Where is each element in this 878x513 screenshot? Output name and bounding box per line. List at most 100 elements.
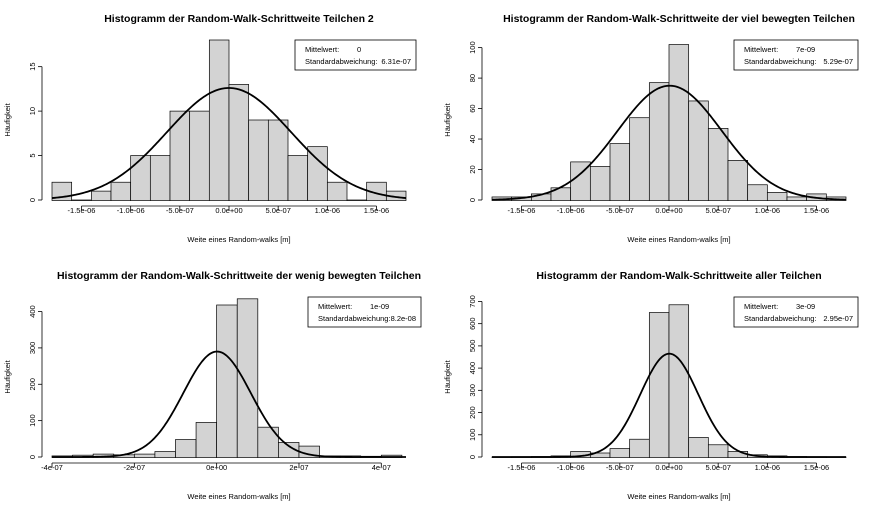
histogram-bar — [786, 196, 808, 201]
y-tick-label: 300 — [28, 342, 37, 355]
x-tick-label: -1.0e-06 — [557, 206, 585, 215]
y-tick-label: 200 — [468, 406, 477, 419]
histogram-bar — [346, 199, 368, 201]
y-tick-label: 5 — [28, 153, 37, 157]
histogram-bar — [130, 155, 151, 201]
y-axis-label: Häufigkeit — [443, 102, 452, 136]
legend-mean-value: 0 — [357, 45, 361, 54]
histogram-bar — [326, 181, 348, 201]
y-tick-label: 100 — [28, 414, 37, 427]
legend-sd-value: 5.29e-07 — [823, 57, 853, 66]
y-tick-label: 0 — [468, 198, 477, 202]
y-tick-label: 10 — [28, 107, 37, 115]
legend-mean-value: 1e-09 — [370, 302, 389, 311]
x-tick-label: 1.0e-06 — [755, 463, 780, 472]
histogram-bar — [629, 438, 650, 458]
legend-mean-label: Mittelwert: — [744, 45, 778, 54]
legend-sd-label: Standardabweichung: — [744, 314, 817, 323]
y-tick-label: 0 — [28, 455, 37, 459]
histogram-panel-3: Histogramm der Random-Walk-Schrittweite … — [3, 270, 422, 501]
chart-title: Histogramm der Random-Walk-Schrittweite … — [104, 13, 374, 25]
x-axis-label: Weite eines Random-walks [m] — [627, 492, 730, 501]
histogram-bar — [589, 166, 611, 201]
y-tick-label: 100 — [468, 41, 477, 54]
histogram-bar — [688, 437, 709, 458]
normal-density-curve — [492, 352, 846, 458]
x-tick-label: -1.0e-06 — [117, 206, 145, 215]
y-tick-label: 100 — [468, 429, 477, 442]
x-tick-label: -5.0e-07 — [166, 206, 194, 215]
legend-sd-label: Standardabweichung: — [318, 314, 391, 323]
y-tick-label: 700 — [468, 295, 477, 308]
histogram-bar — [90, 190, 112, 201]
legend-box: Mittelwert: 7e-09 Standardabweichung: 5.29e… — [733, 39, 859, 71]
chart-title: Histogramm der Random-Walk-Schrittweite … — [57, 270, 421, 282]
x-axis-label: Weite eines Random-walks [m] — [187, 492, 290, 501]
histogram-bar — [727, 451, 749, 458]
histogram-bar — [208, 39, 230, 201]
histogram-bar — [228, 84, 250, 201]
histogram-bar — [668, 304, 690, 458]
legend-sd-value: 8.2e-08 — [391, 314, 416, 323]
y-tick-label: 200 — [28, 378, 37, 391]
y-tick-label: 15 — [28, 62, 37, 70]
histogram-panel-2: Histogramm der Random-Walk-Schrittweite … — [443, 13, 859, 244]
y-tick-label: 400 — [28, 305, 37, 318]
histogram-bar — [648, 82, 670, 201]
x-tick-label: -4e-07 — [41, 463, 63, 472]
histogram-bar — [236, 298, 259, 458]
legend-frame — [733, 296, 859, 328]
x-tick-label: -1.0e-06 — [557, 463, 585, 472]
x-tick-label: 4e-07 — [372, 463, 391, 472]
y-tick-label: 500 — [468, 340, 477, 353]
histogram-bar — [257, 426, 279, 458]
histogram-bar — [154, 451, 176, 458]
legend-frame — [294, 39, 417, 71]
histogram-bar — [688, 100, 709, 201]
legend-mean-label: Mittelwert: — [744, 302, 778, 311]
normal-density-curve — [52, 350, 406, 458]
normal-density-curve — [491, 84, 847, 201]
histogram-bar — [110, 181, 132, 201]
histogram-bar — [287, 155, 309, 201]
histogram-bar — [629, 117, 650, 201]
x-axis-label: Weite eines Random-walks [m] — [627, 235, 730, 244]
y-tick-label: 0 — [28, 198, 37, 202]
x-tick-label: 5.0e-07 — [705, 463, 730, 472]
histogram-bar — [175, 439, 197, 458]
histogram-bar — [195, 422, 218, 458]
x-tick-label: 5.0e-07 — [265, 206, 290, 215]
y-axis-label: Häufigkeit — [443, 359, 452, 393]
x-tick-label: -1.5e-06 — [508, 463, 536, 472]
histogram-bar — [648, 312, 670, 458]
legend-box: Mittelwert: 1e-09 Standardabweichung: 8.2e-… — [307, 296, 422, 328]
normal-density-curve — [51, 87, 407, 199]
y-tick-label: 400 — [468, 362, 477, 375]
x-tick-label: 0.0e+00 — [215, 206, 242, 215]
legend-box: Mittelwert: 0 Standardabweichung: 6.31e-07 — [294, 39, 417, 71]
x-tick-label: -5.0e-07 — [606, 463, 634, 472]
legend-sd-label: Standardabweichung: — [305, 57, 378, 66]
x-tick-label: 0.0e+00 — [655, 463, 682, 472]
legend-box: Mittelwert: 3e-09 Standardabweichung: 2.95e… — [733, 296, 859, 328]
x-tick-label: 5.0e-07 — [705, 206, 730, 215]
x-axis-label: Weite eines Random-walks [m] — [187, 235, 290, 244]
histogram-bar — [216, 304, 238, 458]
x-tick-label: 1.5e-06 — [804, 463, 829, 472]
histogram-bar — [189, 110, 210, 201]
histogram-bar — [307, 146, 328, 201]
y-axis-label: Häufigkeit — [3, 359, 12, 393]
x-tick-label: -1.5e-06 — [508, 206, 536, 215]
legend-mean-value: 3e-09 — [796, 302, 815, 311]
histogram-bar — [248, 119, 269, 201]
x-tick-label: 0.0e+00 — [655, 206, 682, 215]
y-tick-label: 600 — [468, 317, 477, 330]
y-tick-label: 80 — [468, 74, 477, 82]
y-tick-label: 40 — [468, 135, 477, 143]
legend-sd-label: Standardabweichung: — [744, 57, 817, 66]
x-tick-label: 1.5e-06 — [364, 206, 389, 215]
x-tick-label: -1.5e-06 — [68, 206, 96, 215]
histogram-bar — [727, 160, 749, 201]
